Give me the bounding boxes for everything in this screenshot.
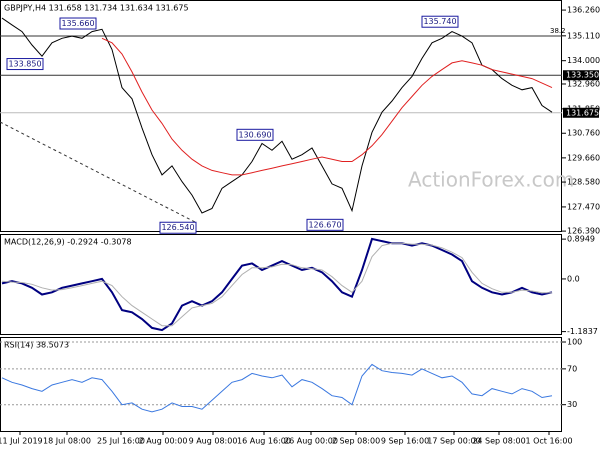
annotation-label: 126.670: [308, 220, 341, 229]
annotation-box: [306, 218, 344, 231]
annotation-label: 130.690: [238, 130, 271, 139]
panel-title: MACD(12,26,9) -0.2924 -0.3078: [4, 238, 132, 247]
y-tick-label: 135.110: [567, 31, 600, 40]
annotation-box: [59, 17, 97, 30]
x-tick-label: 24 Sep 08:00: [472, 437, 525, 446]
y-tick-label: 100: [567, 338, 582, 347]
price-label: 133.350: [566, 71, 599, 80]
y-tick-label: 0.0: [567, 274, 580, 283]
panel-frame: [0, 0, 562, 232]
panel-title: RSI(14) 38.5073: [4, 341, 69, 350]
x-tick-label: 25 Jul 16:00: [97, 437, 145, 446]
annotation-label: 126.540: [161, 223, 194, 232]
x-tick-label: 17 Sep 00:00: [427, 437, 480, 446]
series-line: [1, 17, 553, 214]
price-label-box: [563, 107, 599, 118]
y-tick-label: 30: [567, 400, 577, 409]
panel-title: GBPJPY,H4 131.658 131.734 131.634 131.67…: [4, 4, 189, 13]
y-tick-label: 132.960: [567, 79, 600, 88]
x-tick-label: 18 Jul 08:00: [43, 437, 91, 446]
x-tick-label: 9 Aug 08:00: [189, 437, 238, 446]
annotation-label: 133.850: [8, 60, 41, 69]
series-line: [101, 37, 553, 176]
y-tick-label: 129.660: [567, 153, 600, 162]
y-tick-label: 134.000: [567, 56, 600, 65]
panel-frame: [0, 234, 562, 335]
y-tick-label: 136.260: [567, 6, 600, 15]
annotation-box: [236, 128, 274, 141]
annotation-box: [421, 15, 459, 28]
x-tick-label: 26 Aug 00:00: [284, 437, 338, 446]
annotation-box: [159, 221, 197, 234]
y-tick-label: 126.390: [567, 227, 600, 236]
x-tick-label: 11 Jul 2019: [0, 437, 43, 446]
y-tick-label: 127.470: [567, 202, 600, 211]
price-label: 131.675: [566, 108, 599, 117]
x-tick-label: 2 Aug 00:00: [139, 437, 188, 446]
price-label-box: [563, 70, 599, 81]
y-tick-label: -1.1837: [567, 327, 598, 336]
y-tick-label: 130.760: [567, 129, 600, 138]
series-line: [1, 237, 553, 332]
series-line: [1, 242, 552, 327]
trendline: [0, 121, 196, 223]
watermark: ActionForex.com: [408, 168, 574, 192]
annotation-box: [6, 58, 44, 71]
y-tick-label: 0.8949: [567, 235, 595, 244]
x-tick-label: 16 Aug 16:00: [237, 437, 291, 446]
annotation-label: 135.660: [61, 19, 94, 28]
x-tick-label: 2 Sep 08:00: [332, 437, 380, 446]
x-tick-label: 1 Oct 16:00: [525, 437, 572, 446]
y-tick-label: 70: [567, 364, 577, 373]
fib-label: 38.2: [550, 27, 566, 35]
panel-frame: [0, 337, 562, 432]
y-tick-label: 128.580: [567, 178, 600, 187]
annotation-label: 135.740: [423, 17, 456, 26]
x-tick-label: 9 Sep 16:00: [381, 437, 429, 446]
series-line: [1, 363, 553, 413]
